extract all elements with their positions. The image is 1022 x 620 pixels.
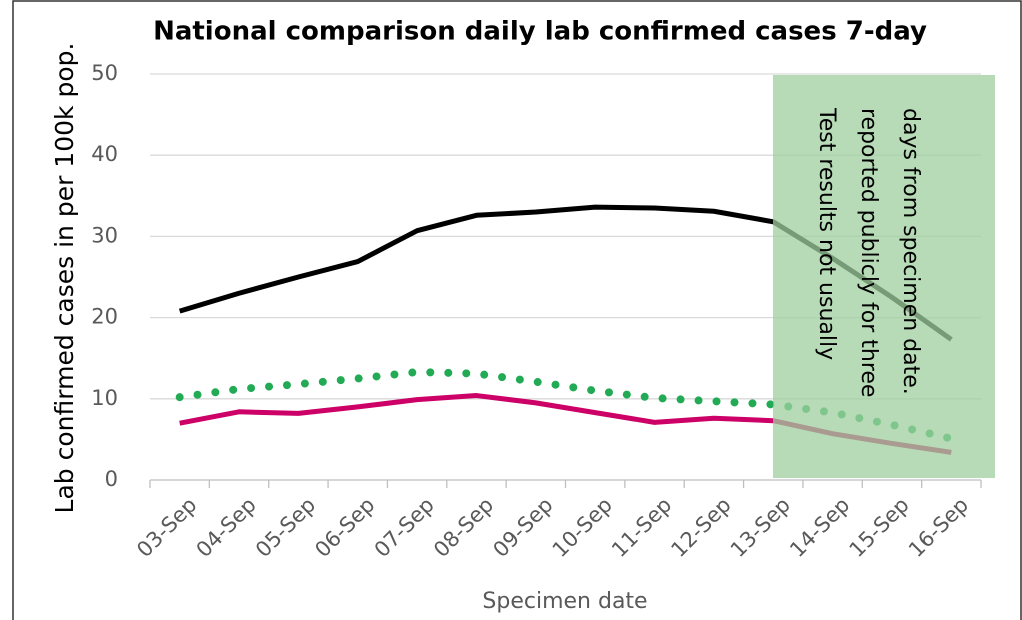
y-tick-label: 40: [91, 142, 118, 166]
y-tick-label: 50: [91, 61, 118, 85]
x-tick-label: 12-Sep: [666, 493, 735, 562]
x-tick-label: 04-Sep: [192, 493, 261, 562]
y-tick-label: 30: [91, 223, 118, 247]
x-tick-label: 09-Sep: [488, 493, 557, 562]
chart-frame: [12, 0, 1022, 620]
unreported-shading: [773, 75, 995, 478]
x-tick-label: 10-Sep: [548, 493, 617, 562]
x-tick-label: 11-Sep: [607, 493, 676, 562]
annotation-text: days from specimen date.: [898, 108, 923, 395]
annotation-text: Test results not usually: [814, 107, 839, 360]
x-tick-label: 07-Sep: [370, 493, 439, 562]
x-tick-label: 14-Sep: [785, 493, 854, 562]
x-tick-label: 16-Sep: [904, 493, 973, 562]
x-tick-label: 06-Sep: [310, 493, 379, 562]
x-tick-label: 03-Sep: [132, 493, 201, 562]
x-tick-label: 08-Sep: [429, 493, 498, 562]
y-tick-label: 20: [91, 305, 118, 329]
y-axis-title: Lab confirmed cases in per 100k pop.: [50, 43, 79, 514]
x-tick-label: 13-Sep: [726, 493, 795, 562]
y-tick-label: 10: [91, 386, 118, 410]
y-tick-label: 0: [105, 467, 118, 491]
x-tick-label: 15-Sep: [845, 493, 914, 562]
x-axis-title: Specimen date: [482, 589, 647, 614]
annotation-text: reported publicly for three: [856, 108, 881, 397]
x-tick-label: 05-Sep: [251, 493, 320, 562]
chart-title: National comparison daily lab confirmed …: [153, 17, 927, 47]
